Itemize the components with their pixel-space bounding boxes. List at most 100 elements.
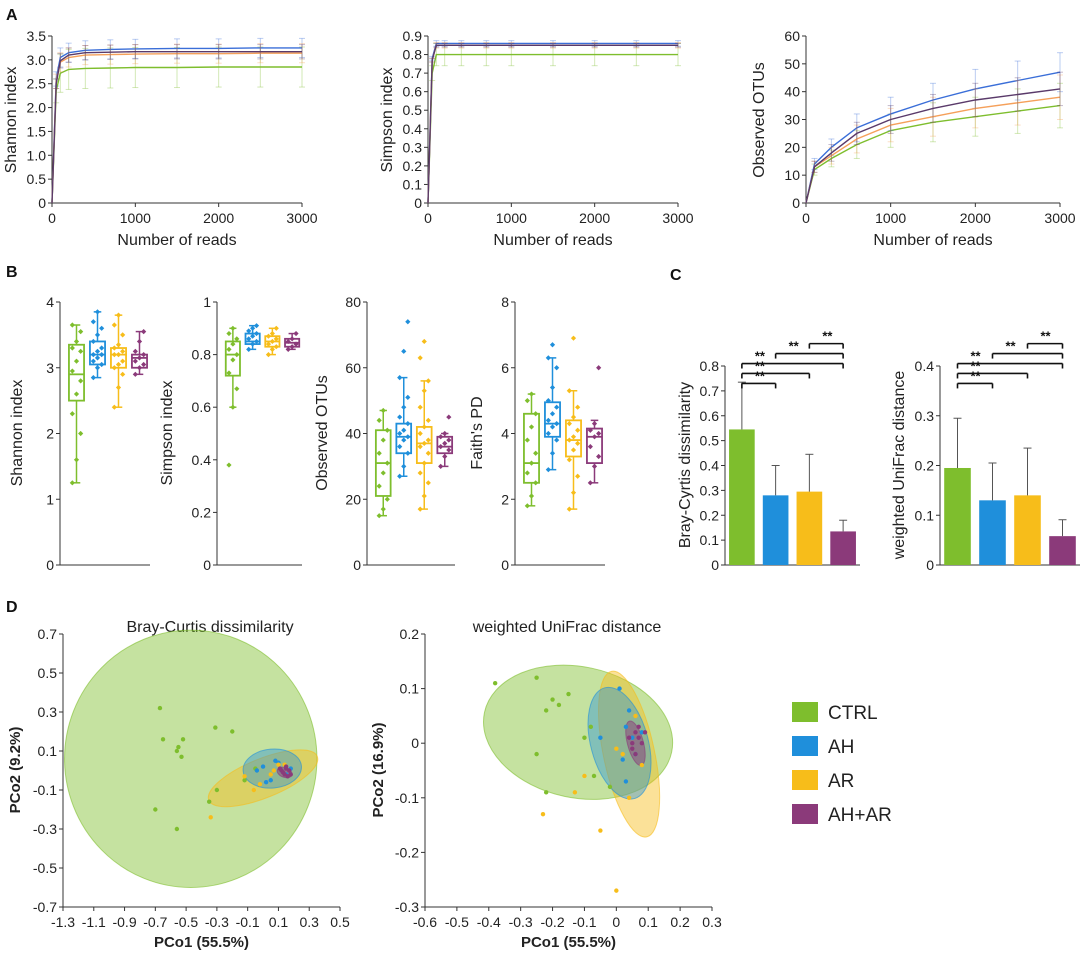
data-point [69, 322, 75, 328]
confidence-ellipse-ar [598, 670, 661, 838]
data-point [94, 365, 101, 371]
scatter-point [254, 768, 260, 773]
series-ah-ar [51, 44, 305, 204]
data-point [566, 457, 572, 463]
scatter-point [636, 724, 641, 730]
scatter-point [174, 826, 180, 832]
x-tick-label: 3000 [662, 210, 693, 226]
scatter-point [534, 751, 539, 757]
y-axis-title: Shannon index [9, 380, 26, 487]
bar-ar [1014, 495, 1041, 565]
significance-bracket: ** [956, 349, 1064, 369]
data-point [94, 332, 101, 338]
y-tick-label: 0 [414, 195, 422, 211]
y-tick-label: -0.3 [395, 899, 419, 915]
x-tick-label: -0.2 [540, 914, 564, 930]
series-ar [427, 41, 681, 204]
y-tick-label: -0.2 [395, 844, 419, 860]
data-point [384, 460, 390, 466]
scatter-point [591, 773, 597, 779]
data-point [425, 378, 431, 384]
data-point [554, 404, 560, 410]
data-point [99, 325, 105, 331]
y-tick-label: 2.0 [27, 100, 47, 116]
data-point [69, 345, 75, 351]
data-point [425, 450, 431, 456]
scatter-point [543, 708, 549, 713]
bray-curtis-pcoa-plot: -0.7 -0.5 -0.3 -0.1 0.1 0.3 0.5 0.7 -1.3 -1.1 -0.9… [7, 619, 350, 951]
data-point [591, 421, 598, 427]
y-tick-label: 4 [46, 294, 54, 310]
series-line-ah-ar [427, 44, 678, 204]
data-point [94, 348, 101, 354]
x-tick-label: -0.3 [205, 914, 229, 930]
scatter-point [160, 737, 166, 742]
iqr-box [110, 347, 127, 369]
data-point [384, 496, 390, 502]
data-point [90, 375, 96, 381]
y-tick-label: 0.1 [915, 507, 935, 523]
data-point [442, 453, 448, 460]
data-point [289, 336, 295, 342]
scatter-point [540, 811, 546, 817]
scatter-point [230, 729, 235, 734]
data-point [446, 437, 452, 443]
bar-ctrl [944, 467, 971, 565]
data-point [442, 440, 448, 446]
data-point [533, 450, 539, 456]
data-point [570, 414, 577, 420]
points-ctrl [492, 675, 613, 795]
scatter-point [623, 724, 629, 730]
y-tick-label: 0.1 [403, 176, 423, 192]
y-tick-label: 0.1 [38, 743, 58, 759]
y-tick-label: 60 [784, 28, 800, 44]
data-point [591, 463, 598, 469]
significance-bracket: ** [808, 329, 844, 349]
confidence-ellipse-ctrl [64, 629, 318, 888]
shannon-boxplot: 0 1 2 3 4 Shannon index [9, 294, 150, 573]
scatter-point [268, 772, 273, 777]
data-point [380, 437, 386, 443]
scatter-point [242, 778, 247, 783]
scatter-point [639, 762, 645, 768]
series-ah [805, 52, 1063, 204]
data-point [554, 421, 560, 427]
data-point [234, 386, 240, 392]
y-tick-label: 1.5 [27, 123, 47, 139]
data-point [111, 404, 117, 410]
data-point [90, 352, 96, 358]
data-point [380, 470, 386, 476]
x-axis-title: Number of reads [873, 232, 992, 249]
series-line-ar [805, 96, 1061, 204]
data-point [136, 365, 143, 371]
data-point [575, 427, 581, 433]
scatter-point [287, 768, 292, 773]
y-tick-label: 2 [46, 426, 54, 442]
x-tick-label: -0.1 [572, 914, 596, 930]
data-point [120, 358, 126, 364]
significance-label: ** [822, 329, 833, 344]
scatter-point [283, 764, 289, 769]
x-axis-title: Number of reads [493, 232, 612, 249]
y-axis-title: PCo2 (16.9%) [370, 722, 387, 817]
iqr-box [523, 412, 540, 484]
data-point [115, 342, 122, 348]
data-point [273, 325, 279, 331]
scatter-point [630, 741, 635, 746]
data-point [421, 493, 427, 499]
x-tick-label: -0.3 [509, 914, 533, 930]
data-point [226, 370, 232, 376]
data-point [269, 338, 275, 345]
data-point [253, 330, 260, 337]
data-point [90, 358, 96, 364]
scatter-point [260, 764, 266, 769]
data-point [570, 434, 577, 440]
x-tick-label: 0 [424, 210, 432, 226]
data-point [111, 322, 117, 328]
data-point [234, 352, 240, 358]
simpson-rarefaction-chart: 0 0.1 0.2 0.3 0.4 0.5 0.6 0.7 0.8 0.9 0 1000 2000 300… [379, 28, 694, 249]
box-ar [415, 338, 433, 512]
significance-bracket: ** [1026, 329, 1064, 349]
data-point [405, 434, 411, 440]
